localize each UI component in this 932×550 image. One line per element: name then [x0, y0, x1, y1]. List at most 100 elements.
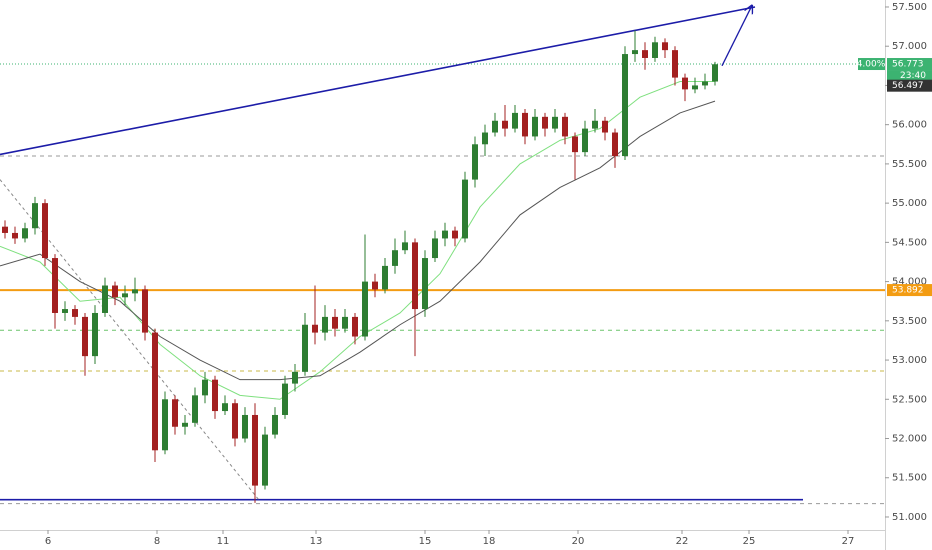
y-tick-label: 57.500: [892, 2, 927, 13]
candle-body: [162, 399, 168, 451]
candle-body: [482, 132, 488, 145]
candle-body: [42, 203, 48, 259]
candle-body: [312, 324, 318, 333]
candle-body: [62, 309, 68, 313]
candle-body: [272, 414, 278, 435]
candle-body: [232, 403, 238, 439]
candle-body: [202, 379, 208, 396]
candle-body: [252, 414, 258, 486]
ma-tag-label: 56.497: [892, 81, 924, 91]
candle-body: [222, 403, 228, 412]
level-tag-label: 53.892: [892, 286, 924, 296]
y-tick-label: 54.000: [892, 277, 927, 288]
candle-body: [472, 144, 478, 180]
change-tag: [858, 58, 885, 71]
candle-body: [192, 395, 198, 423]
candle-body: [652, 42, 658, 58]
candle-body: [352, 316, 358, 337]
candle-body: [292, 371, 298, 384]
candle-body: [102, 285, 108, 313]
candle-body: [152, 332, 158, 451]
countdown-label: 23:40: [900, 71, 926, 81]
candle-body: [122, 293, 128, 298]
candle-body: [132, 289, 138, 294]
candle-body: [712, 64, 718, 82]
candle-body: [592, 120, 598, 129]
candle-body: [612, 132, 618, 157]
candle-body: [462, 179, 468, 239]
candle-body: [372, 281, 378, 290]
ma-tag: [887, 79, 932, 92]
y-tick-label: 51.500: [892, 473, 927, 484]
candle-body: [82, 316, 88, 357]
candle-body: [112, 285, 118, 298]
candle-body: [22, 228, 28, 239]
candle-body: [402, 242, 408, 251]
moving-average: [0, 81, 715, 400]
candle-body: [702, 81, 708, 86]
x-tick-label: 6: [45, 536, 51, 547]
candle-body: [562, 116, 568, 137]
countdown-tag: [887, 70, 932, 82]
candle-body: [622, 54, 628, 157]
y-tick-label: 53.500: [892, 316, 927, 327]
candle-body: [522, 112, 528, 137]
candle-body: [512, 112, 518, 129]
trendline: [0, 6, 756, 156]
candle-body: [452, 230, 458, 239]
candle-body: [52, 258, 58, 313]
price-tag-label: 56.773: [892, 60, 924, 70]
y-tick-label: 57.000: [892, 41, 927, 52]
x-tick-label: 25: [743, 536, 756, 547]
y-tick-label: 55.000: [892, 198, 927, 209]
candle-body: [572, 136, 578, 153]
candle-body: [412, 242, 418, 310]
y-tick-label: 53.000: [892, 355, 927, 366]
candle-body: [92, 312, 98, 357]
candle-body: [282, 383, 288, 415]
candle-body: [322, 316, 328, 333]
price-tag: [887, 58, 932, 71]
x-tick-label: 11: [217, 536, 230, 547]
x-tick-label: 15: [419, 536, 432, 547]
candle-body: [532, 116, 538, 137]
moving-average: [0, 100, 716, 381]
candle-body: [242, 414, 248, 439]
candle-body: [672, 50, 678, 78]
candle-body: [362, 281, 368, 337]
candle-body: [682, 77, 688, 90]
y-tick-label: 56.000: [892, 120, 927, 131]
candle-body: [212, 379, 218, 412]
x-tick-label: 13: [310, 536, 323, 547]
x-tick-label: 8: [154, 536, 160, 547]
candle-body: [32, 203, 38, 229]
candle-body: [262, 434, 268, 486]
candle-body: [642, 50, 648, 58]
candle-body: [662, 42, 668, 51]
candle-body: [12, 232, 18, 239]
x-tick-label: 18: [483, 536, 496, 547]
y-tick-label: 52.000: [892, 434, 927, 445]
candle-body: [182, 422, 188, 427]
candle-body: [542, 116, 548, 129]
arrow: [721, 5, 752, 67]
candle-body: [172, 399, 178, 427]
candle-body: [692, 85, 698, 90]
change-label: 4.00%: [857, 60, 886, 70]
y-tick-label: 52.500: [892, 394, 927, 405]
candle-body: [392, 250, 398, 266]
candle-body: [552, 116, 558, 129]
candle-body: [72, 309, 78, 317]
y-tick-label: 55.500: [892, 159, 927, 170]
candle-body: [302, 324, 308, 372]
candle-body: [332, 316, 338, 329]
candle-body: [382, 265, 388, 290]
candle-body: [602, 120, 608, 133]
level-tag: [887, 284, 932, 297]
candle-body: [432, 238, 438, 259]
candle-body: [342, 316, 348, 329]
x-tick-label: 27: [842, 536, 855, 547]
